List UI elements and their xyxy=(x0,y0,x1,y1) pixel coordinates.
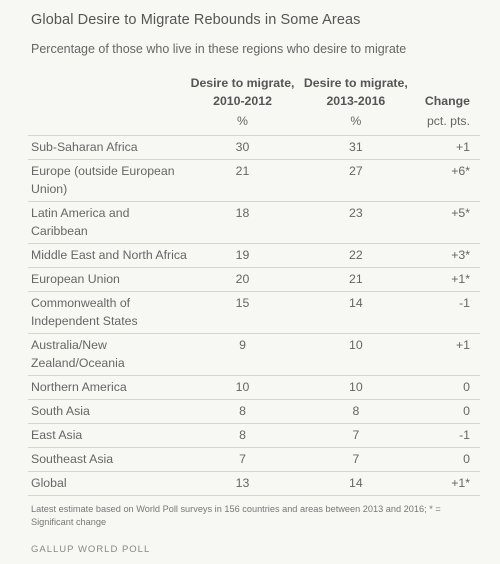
row-region-label: Commonwealth of Independent States xyxy=(28,291,188,334)
header-col-2013-2016-line2: 2013-2016 xyxy=(326,94,386,108)
row-value-2013-2016: 7 xyxy=(298,423,414,448)
row-value-2013-2016: 10 xyxy=(298,333,414,376)
footnote: Latest estimate based on World Poll surv… xyxy=(31,504,441,527)
row-region-label: European Union xyxy=(28,267,188,292)
unit-col-change: pct. pts. xyxy=(413,110,480,136)
row-value-2010-2012: 20 xyxy=(187,267,299,292)
row-value-change: +6* xyxy=(413,159,480,202)
chart-title: Global Desire to Migrate Rebounds in Som… xyxy=(31,12,361,28)
table-row: Latin America and Caribbean 18 23 +5* xyxy=(28,201,480,244)
chart-subtitle: Percentage of those who live in these re… xyxy=(31,42,407,56)
table-row: Sub-Saharan Africa 30 31 +1 xyxy=(28,135,480,160)
units-row: % % pct. pts. xyxy=(28,110,480,136)
row-region-label: Global xyxy=(28,471,188,496)
row-value-2013-2016: 10 xyxy=(298,375,414,400)
row-value-2013-2016: 23 xyxy=(298,201,414,244)
unit-col-2013-2016: % xyxy=(298,110,414,136)
table-row: Europe (outside European Union) 21 27 +6* xyxy=(28,159,480,202)
row-value-change: 0 xyxy=(413,399,480,424)
row-value-change: +3* xyxy=(413,243,480,268)
header-col-2013-2016-line1: Desire to migrate, xyxy=(303,76,408,90)
row-value-change: +5* xyxy=(413,201,480,244)
row-value-2010-2012: 18 xyxy=(187,201,299,244)
row-value-change: 0 xyxy=(413,375,480,400)
data-table: Desire to migrate, 2010-2012 Desire to m… xyxy=(28,70,480,496)
header-region xyxy=(28,70,187,110)
row-value-change: +1* xyxy=(413,267,480,292)
row-region-label: Australia/New Zealand/Oceania xyxy=(28,333,188,376)
header-col-change: Change xyxy=(414,70,480,110)
row-value-2010-2012: 15 xyxy=(187,291,299,334)
source-label: GALLUP WORLD POLL xyxy=(31,544,151,555)
row-value-change: -1 xyxy=(413,291,480,334)
row-value-2010-2012: 9 xyxy=(187,333,299,376)
row-region-label: Latin America and Caribbean xyxy=(28,201,188,244)
table-row: Commonwealth of Independent States 15 14 -1 xyxy=(28,291,480,334)
row-value-change: +1 xyxy=(413,135,480,160)
header-col-change-label: Change xyxy=(424,94,470,108)
row-value-2013-2016: 14 xyxy=(298,291,414,334)
row-value-2010-2012: 21 xyxy=(187,159,299,202)
table-row: Middle East and North Africa 19 22 +3* xyxy=(28,243,480,268)
row-value-2013-2016: 21 xyxy=(298,267,414,292)
table-row: South Asia 8 8 0 xyxy=(28,399,480,424)
row-value-2013-2016: 22 xyxy=(298,243,414,268)
row-value-change: 0 xyxy=(413,447,480,472)
unit-col-2010-2012: % xyxy=(187,110,299,136)
header-col-2010-2012-line2: 2010-2012 xyxy=(213,94,272,108)
table-row: European Union 20 21 +1* xyxy=(28,267,480,292)
row-value-2010-2012: 10 xyxy=(187,375,299,400)
header-row: Desire to migrate, 2010-2012 Desire to m… xyxy=(28,70,480,110)
row-region-label: South Asia xyxy=(28,399,188,424)
row-value-2010-2012: 19 xyxy=(187,243,299,268)
table-row: Global 13 14 +1* xyxy=(28,471,480,496)
row-value-change: +1 xyxy=(413,333,480,376)
row-region-label: Europe (outside European Union) xyxy=(28,159,188,202)
row-value-2013-2016: 8 xyxy=(298,399,414,424)
row-value-change: -1 xyxy=(413,423,480,448)
header-col-2010-2012: Desire to migrate, 2010-2012 xyxy=(187,70,298,110)
row-value-2010-2012: 7 xyxy=(187,447,299,472)
table-row: East Asia 8 7 -1 xyxy=(28,423,480,448)
row-region-label: Middle East and North Africa xyxy=(28,243,188,268)
row-value-2010-2012: 8 xyxy=(187,423,299,448)
table-body: Sub-Saharan Africa 30 31 +1 Europe (outside … xyxy=(28,135,480,496)
row-value-2010-2012: 30 xyxy=(187,135,299,160)
row-region-label: Sub-Saharan Africa xyxy=(28,135,188,160)
row-region-label: East Asia xyxy=(28,423,188,448)
header-col-2013-2016: Desire to migrate, 2013-2016 xyxy=(298,70,414,110)
row-value-change: +1* xyxy=(413,471,480,496)
units-region xyxy=(28,110,188,136)
table-row: Australia/New Zealand/Oceania 9 10 +1 xyxy=(28,333,480,376)
row-value-2013-2016: 14 xyxy=(298,471,414,496)
table-row: Northern America 10 10 0 xyxy=(28,375,480,400)
row-value-2010-2012: 8 xyxy=(187,399,299,424)
row-value-2013-2016: 27 xyxy=(298,159,414,202)
row-value-2013-2016: 31 xyxy=(298,135,414,160)
row-value-2010-2012: 13 xyxy=(187,471,299,496)
row-value-2013-2016: 7 xyxy=(298,447,414,472)
row-region-label: Southeast Asia xyxy=(28,447,188,472)
row-region-label: Northern America xyxy=(28,375,188,400)
table-row: Southeast Asia 7 7 0 xyxy=(28,447,480,472)
header-col-2010-2012-line1: Desire to migrate, xyxy=(190,76,295,90)
